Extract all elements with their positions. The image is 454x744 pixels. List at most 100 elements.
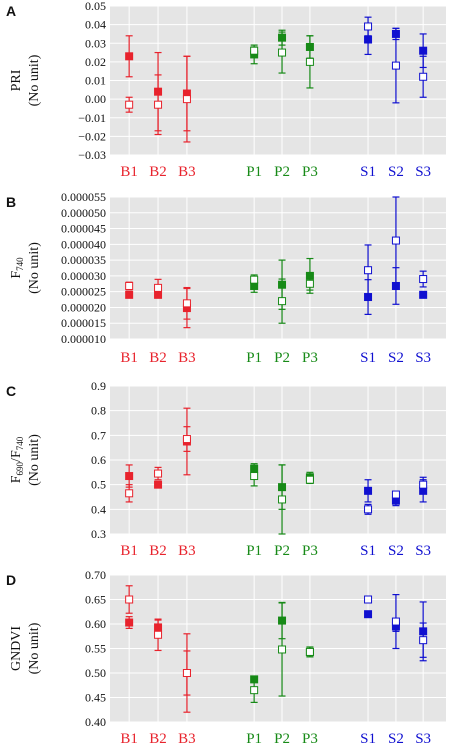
y-tick-label: 0.000010: [61, 332, 106, 346]
y-tick-label: −0.03: [78, 148, 106, 162]
panel-letter: D: [6, 572, 16, 588]
marker-filled: [125, 290, 134, 299]
marker-open: [250, 275, 259, 284]
y-tick-label: 0.50: [85, 666, 106, 680]
panel-letter: B: [6, 194, 16, 210]
y-tick-label: 0.000020: [61, 300, 106, 314]
marker-open: [125, 281, 134, 290]
x-tick-label: B2: [149, 731, 167, 744]
y-tick-label: 0.8: [91, 404, 106, 418]
marker-open: [391, 617, 400, 626]
marker-open: [364, 22, 373, 31]
marker-open: [182, 669, 191, 677]
x-tick-label: B1: [120, 350, 138, 366]
y-tick-label: 0.000050: [61, 206, 106, 220]
x-tick-label: S3: [415, 731, 431, 744]
marker-open: [364, 595, 373, 604]
x-tick-label: B3: [178, 350, 196, 366]
x-tick-label: B1: [120, 731, 138, 744]
marker-open: [250, 46, 259, 55]
x-tick-label: B3: [178, 543, 196, 559]
x-tick-label: B2: [149, 543, 167, 559]
marker-filled: [364, 610, 373, 619]
y-tick-label: 0.02: [85, 55, 106, 69]
marker-open: [305, 475, 314, 484]
y-tick-label: −0.01: [78, 111, 106, 125]
marker-open: [305, 279, 314, 288]
x-tick-label: B3: [178, 164, 196, 180]
y-axis-label: F740: [9, 257, 25, 279]
marker-filled: [364, 35, 373, 44]
x-tick-label: P1: [246, 543, 262, 559]
x-tick-label: P2: [274, 350, 290, 366]
x-tick-label: S3: [415, 543, 431, 559]
y-tick-label: 0.000030: [61, 269, 106, 283]
marker-open: [419, 480, 428, 489]
y-axis-label-unit: (No unit): [27, 622, 42, 674]
x-tick-label: P3: [302, 543, 318, 559]
y-axis-label-unit: (No unit): [27, 434, 42, 486]
panel-letter: A: [6, 3, 16, 19]
marker-open: [305, 57, 314, 66]
panel-C: 0.3 0.4 0.5 0.6 0.7 0.8 0.9 C F690/F740 (No unit)…: [6, 379, 446, 559]
x-tick-label: P1: [246, 164, 262, 180]
y-tick-label: 0.000055: [61, 190, 106, 204]
y-tick-label: 0.65: [85, 593, 106, 607]
x-tick-label: B1: [120, 164, 138, 180]
y-tick-label: 0.000045: [61, 222, 106, 236]
marker-open: [278, 48, 287, 57]
marker-open: [182, 95, 191, 104]
x-tick-label: P2: [274, 164, 290, 180]
y-tick-label: 0.000035: [61, 253, 106, 267]
marker-filled: [125, 618, 134, 627]
marker-open: [154, 630, 163, 639]
y-tick-label: 0.6: [91, 453, 106, 467]
marker-open: [154, 469, 163, 478]
x-tick-label: S2: [388, 350, 404, 366]
marker-open: [278, 645, 287, 654]
y-axis-label: PRI: [9, 69, 24, 91]
y-tick-label: 0.45: [85, 691, 106, 705]
y-tick-label: 0.01: [85, 74, 106, 88]
y-tick-label: 0.05: [85, 0, 106, 13]
y-tick-label: 0.000025: [61, 285, 106, 299]
marker-open: [305, 647, 314, 656]
marker-open: [125, 489, 134, 498]
y-tick-label: 0.000015: [61, 316, 106, 330]
y-axis-label-unit: (No unit): [27, 54, 42, 106]
y-tick-label: 0.04: [85, 18, 106, 32]
x-tick-label: P1: [246, 731, 262, 744]
marker-filled: [125, 472, 134, 481]
x-tick-label: S3: [415, 350, 431, 366]
x-tick-label: S1: [360, 164, 376, 180]
y-tick-label: −0.02: [78, 129, 106, 143]
x-tick-label: P3: [302, 350, 318, 366]
x-tick-label: B1: [120, 543, 138, 559]
marker-open: [125, 100, 134, 109]
plot-area: [110, 197, 446, 339]
x-tick-label: S1: [360, 543, 376, 559]
x-tick-label: B2: [149, 350, 167, 366]
marker-open: [278, 495, 287, 504]
marker-filled: [364, 486, 373, 495]
marker-open: [182, 299, 191, 308]
x-tick-label: S1: [360, 350, 376, 366]
panel-letter: C: [6, 383, 16, 399]
y-tick-label: 0.4: [91, 502, 106, 516]
marker-open: [364, 505, 373, 514]
x-tick-label: B2: [149, 164, 167, 180]
marker-filled: [154, 480, 163, 489]
x-tick-label: S2: [388, 731, 404, 744]
marker-open: [419, 275, 428, 284]
panel-A: −0.03 −0.02 −0.01 0.00 0.01 0.02 0.03 0.04 0.05 A…: [6, 0, 446, 180]
marker-open: [364, 266, 373, 275]
y-tick-label: 0.40: [85, 715, 106, 729]
y-tick-label: 0.000040: [61, 237, 106, 251]
marker-open: [391, 236, 400, 245]
marker-filled: [125, 52, 134, 61]
x-tick-label: P3: [302, 164, 318, 180]
x-tick-label: S2: [388, 543, 404, 559]
y-tick-label: 0.55: [85, 642, 106, 656]
marker-open: [419, 72, 428, 81]
